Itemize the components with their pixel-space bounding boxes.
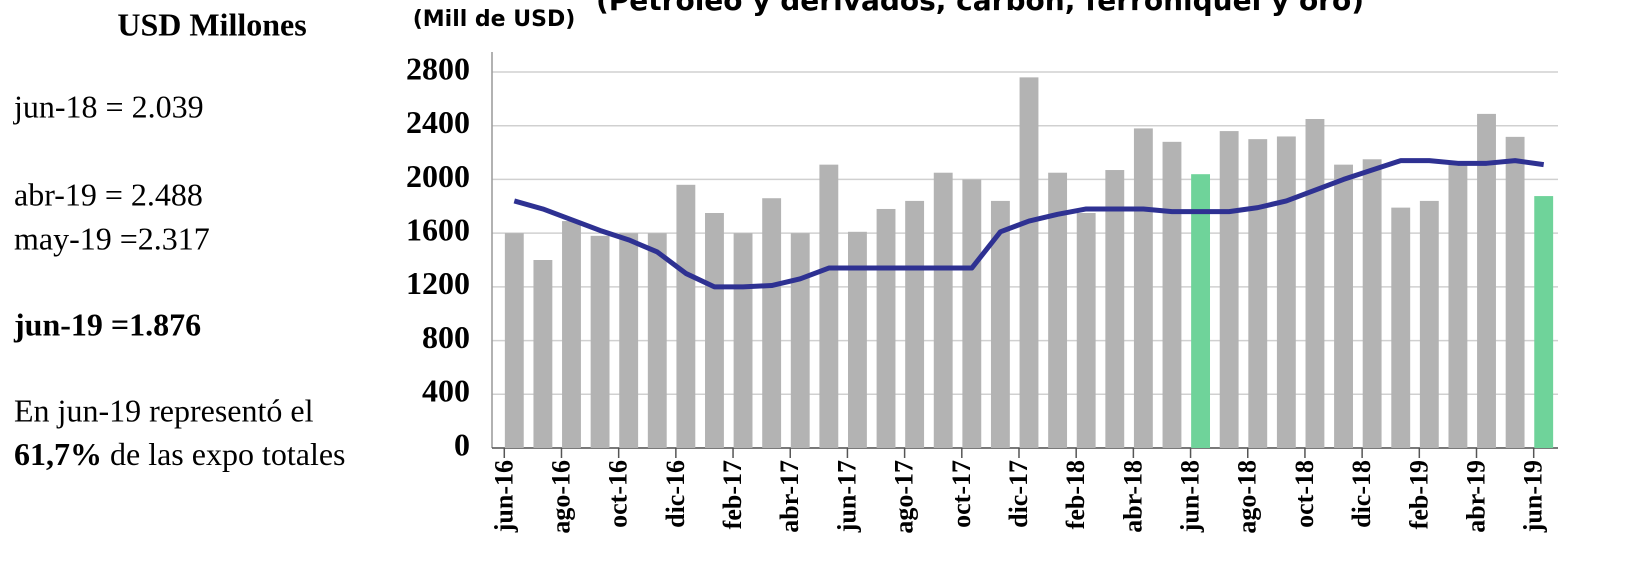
x-tick-label: jun-17 — [832, 460, 861, 533]
bar — [562, 221, 581, 448]
bar — [962, 179, 982, 448]
x-tick-label: feb-19 — [1404, 460, 1433, 529]
y-tick-label: 0 — [454, 426, 470, 462]
bar — [876, 208, 896, 448]
y-tick-label: 2400 — [406, 104, 470, 140]
y-tick-label: 800 — [422, 319, 470, 355]
bar — [819, 164, 839, 448]
x-tick-label: feb-17 — [718, 460, 747, 529]
bar — [705, 213, 724, 448]
bar — [1048, 172, 1068, 448]
y-tick-label: 1600 — [406, 211, 470, 247]
bar — [733, 233, 753, 448]
x-tick-label: abr-17 — [775, 460, 804, 533]
x-tick-label: jun-18 — [1176, 460, 1205, 533]
x-tick-label: ago-17 — [890, 460, 919, 534]
x-tick-label: oct-17 — [947, 460, 976, 528]
x-tick-label: jun-16 — [489, 460, 518, 533]
bar — [1133, 128, 1153, 448]
x-tick-label: ago-16 — [546, 460, 575, 534]
x-tick-label: abr-19 — [1461, 460, 1490, 533]
bar — [533, 260, 553, 448]
bar — [1305, 119, 1325, 448]
side-line: jun-19 =1.876 — [13, 306, 201, 342]
bar — [1076, 213, 1096, 448]
bar — [762, 198, 782, 448]
side-panel: USD Millones jun-18 = 2.039 abr-19 = 2.4… — [13, 6, 345, 472]
bar — [905, 200, 925, 448]
x-tick-label: ago-18 — [1233, 460, 1262, 534]
y-axis-label: (Mill de USD) — [413, 7, 576, 32]
bar — [1276, 136, 1296, 448]
x-tick-label: abr-18 — [1118, 460, 1147, 533]
y-tick-label: 2000 — [406, 158, 470, 194]
y-tick-label: 1200 — [406, 265, 470, 301]
line — [513, 158, 1545, 290]
side-heading: USD Millones — [117, 6, 306, 42]
x-tick-label: jun-19 — [1519, 460, 1548, 533]
bar — [1419, 200, 1439, 448]
y-tick-label: 400 — [422, 373, 470, 409]
bar — [790, 233, 810, 448]
bar — [1362, 159, 1382, 449]
bar — [933, 172, 953, 448]
bar — [1248, 139, 1268, 448]
chart-title: (Petróleo y derivados, carbón, ferroníqu… — [596, 0, 1364, 17]
bar — [647, 233, 667, 448]
x-tick-label: oct-16 — [604, 460, 633, 528]
x-tick-label: dic-16 — [661, 460, 690, 528]
x-tick-label: dic-17 — [1004, 460, 1033, 528]
bar — [676, 184, 696, 449]
side-note-bold: 61,7% — [14, 436, 102, 472]
side-line: jun-18 = 2.039 — [13, 88, 204, 124]
bar — [1391, 207, 1411, 448]
bar — [1191, 174, 1211, 449]
bar — [990, 200, 1010, 448]
bar — [1534, 196, 1554, 448]
bar — [1505, 136, 1525, 449]
bar — [1219, 131, 1239, 449]
bar — [1334, 164, 1353, 448]
bar — [1019, 77, 1039, 448]
bar — [1162, 141, 1182, 449]
side-note: En jun-19 representó el — [14, 392, 314, 428]
bar — [847, 231, 867, 448]
x-tick-label: feb-18 — [1061, 460, 1090, 529]
side-note: 61,7% de las expo totales — [14, 436, 345, 472]
bar — [1448, 163, 1468, 449]
bar — [619, 233, 639, 448]
side-line: may-19 =2.317 — [14, 220, 210, 256]
bar — [504, 233, 524, 448]
y-tick-label: 2800 — [406, 50, 470, 86]
bar — [590, 235, 610, 448]
x-tick-label: oct-18 — [1290, 460, 1319, 528]
x-tick-label: dic-18 — [1347, 460, 1376, 528]
bar — [1105, 170, 1125, 448]
bar — [1477, 113, 1496, 448]
side-note-rest: de las expo totales — [102, 436, 345, 472]
side-line: abr-19 = 2.488 — [14, 176, 203, 212]
